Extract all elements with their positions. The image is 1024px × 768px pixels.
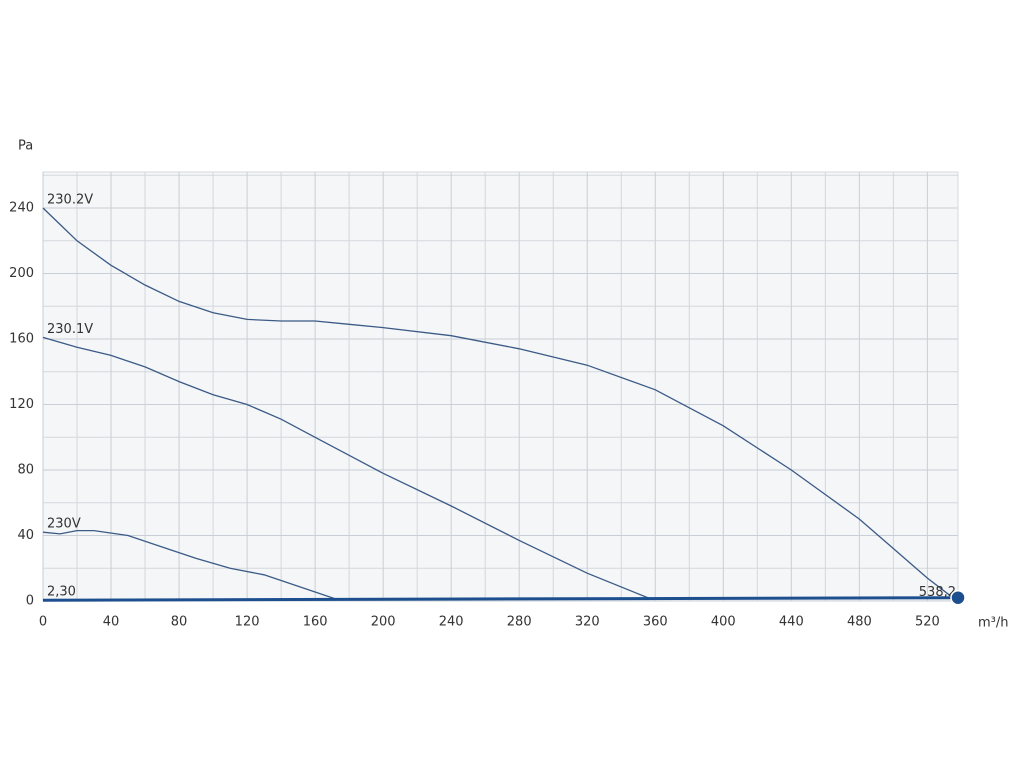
y-tick-label: 80 xyxy=(17,463,34,478)
y-tick-label: 160 xyxy=(9,332,34,347)
x-tick-label: 280 xyxy=(507,615,532,630)
x-axis-label: m³/h xyxy=(978,616,1009,631)
x-tick-label: 40 xyxy=(103,615,120,630)
series-label: 230.2V xyxy=(47,193,93,208)
x-tick-label: 440 xyxy=(779,615,804,630)
series-label: 230.1V xyxy=(47,322,93,337)
operating-point-label: 538,2 xyxy=(919,585,956,600)
series-line xyxy=(42,336,653,601)
series-label: 230V xyxy=(47,517,81,532)
x-tick-label: 120 xyxy=(235,615,260,630)
x-tick-label: 0 xyxy=(39,615,47,630)
y-tick-label: 200 xyxy=(9,266,34,281)
y-axis-label: Pa xyxy=(18,139,33,154)
plot-area xyxy=(42,171,959,602)
y-tick-label: 240 xyxy=(9,201,34,216)
x-tick-label: 80 xyxy=(171,615,188,630)
operating-point xyxy=(950,589,966,606)
x-tick-label: 160 xyxy=(303,615,328,630)
y-tick-label: 120 xyxy=(9,397,34,412)
x-tick-label: 400 xyxy=(711,615,736,630)
series-line xyxy=(42,207,954,599)
x-tick-label: 200 xyxy=(371,615,396,630)
series-label: 2,30 xyxy=(47,585,76,600)
x-tick-label: 480 xyxy=(847,615,872,630)
y-tick-label: 40 xyxy=(17,528,34,543)
series-line xyxy=(42,529,338,601)
x-tick-label: 240 xyxy=(439,615,464,630)
x-tick-label: 360 xyxy=(643,615,668,630)
x-tick-label: 320 xyxy=(575,615,600,630)
series-line xyxy=(42,596,959,602)
y-tick-label: 0 xyxy=(26,594,34,609)
x-tick-label: 520 xyxy=(915,615,940,630)
